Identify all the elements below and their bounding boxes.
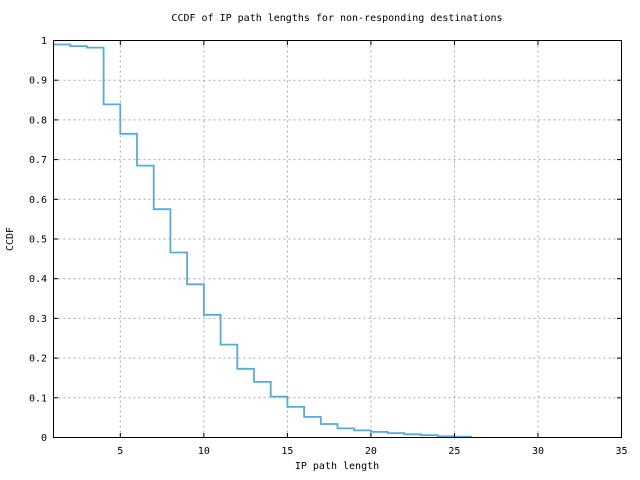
tick-labels: 5 10 15 20 25 30 35 0 0.1 0.2 0.3 0.4 0.5 0.6 0.7 0.8 0.… xyxy=(29,36,628,457)
y-tick-label-0.4: 0.4 xyxy=(29,274,47,285)
x-tick-label-25: 25 xyxy=(448,446,460,457)
y-tick-label-0.6: 0.6 xyxy=(29,195,47,206)
axis-ticks xyxy=(53,40,622,438)
ccdf-curve xyxy=(53,43,472,438)
ccdf-step-line xyxy=(53,43,472,438)
y-tick-label-0: 0 xyxy=(41,433,47,444)
y-tick-label-0.8: 0.8 xyxy=(29,115,47,126)
x-tick-label-5: 5 xyxy=(117,446,123,457)
gridlines xyxy=(53,40,622,438)
x-tick-label-20: 20 xyxy=(365,446,377,457)
x-tick-label-35: 35 xyxy=(615,446,627,457)
x-tick-label-15: 15 xyxy=(281,446,293,457)
y-tick-label-0.2: 0.2 xyxy=(29,354,47,365)
y-tick-label-0.3: 0.3 xyxy=(29,314,47,325)
y-tick-label-0.7: 0.7 xyxy=(29,155,47,166)
x-tick-label-30: 30 xyxy=(532,446,544,457)
chart-title: CCDF of IP path lengths for non-respondi… xyxy=(171,13,502,24)
y-axis-label: CCDF xyxy=(5,227,16,251)
x-axis-label: IP path length xyxy=(295,461,379,472)
x-tick-label-10: 10 xyxy=(198,446,210,457)
y-tick-label-1: 1 xyxy=(41,36,47,47)
y-tick-label-0.1: 0.1 xyxy=(29,393,47,404)
y-tick-label-0.9: 0.9 xyxy=(29,76,47,87)
y-tick-label-0.5: 0.5 xyxy=(29,235,47,246)
